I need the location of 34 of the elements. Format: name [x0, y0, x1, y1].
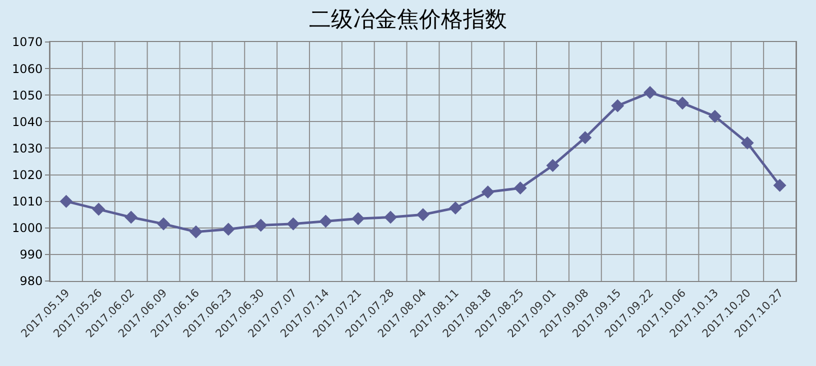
point	[254, 218, 268, 232]
point	[189, 225, 202, 238]
point	[124, 210, 138, 224]
point	[352, 212, 365, 226]
y-tick-label: 1030	[12, 141, 43, 156]
point	[92, 202, 106, 216]
y-tick-label: 990	[20, 248, 43, 262]
point	[644, 86, 657, 99]
y-tick-label: 1010	[12, 194, 43, 209]
point	[514, 182, 527, 195]
point	[222, 222, 235, 236]
y-tick-label: 1060	[12, 62, 43, 76]
point	[448, 201, 462, 214]
point	[319, 214, 332, 228]
y-tick-label: 1000	[12, 221, 43, 236]
point	[676, 96, 689, 110]
y-tick-label: 1070	[12, 35, 43, 50]
y-tick-label: 1040	[12, 114, 43, 129]
point	[708, 110, 722, 123]
point	[740, 136, 754, 150]
point	[384, 210, 398, 224]
point	[578, 131, 592, 144]
chart-title: 二级冶金焦价格指数	[309, 7, 507, 32]
point	[773, 178, 786, 192]
point	[481, 186, 494, 199]
point	[60, 194, 73, 208]
point	[546, 158, 560, 172]
point	[157, 217, 170, 230]
y-tick-label: 1050	[12, 88, 43, 102]
point	[286, 217, 300, 230]
y-tick-label: 980	[20, 274, 43, 288]
point	[611, 99, 624, 112]
y-tick-label: 1020	[12, 168, 43, 182]
point	[416, 208, 430, 222]
